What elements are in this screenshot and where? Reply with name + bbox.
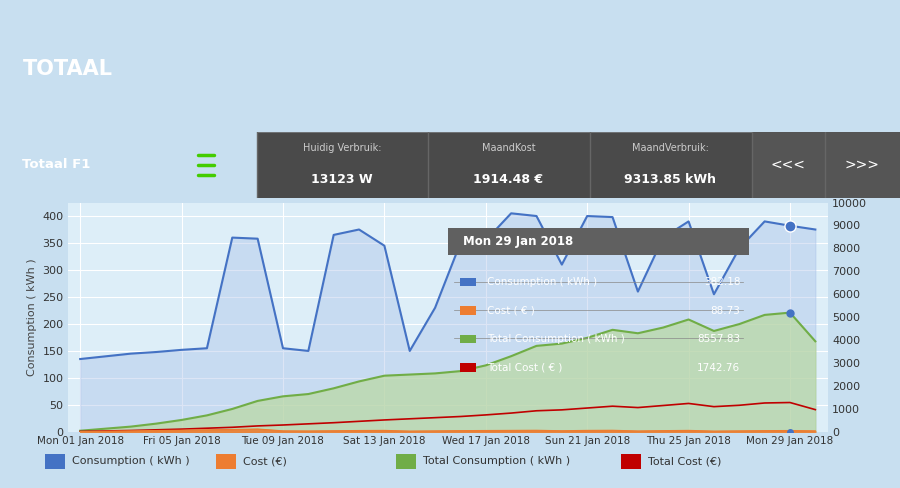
- Text: MaandKost: MaandKost: [482, 143, 536, 153]
- Text: 8557.83: 8557.83: [698, 334, 740, 344]
- Text: Total Consumption ( kWh ): Total Consumption ( kWh ): [423, 456, 570, 467]
- Text: <<<: <<<: [771, 158, 806, 172]
- Bar: [256, 132, 428, 198]
- Bar: [460, 306, 476, 315]
- Text: Consumption ( kWh ): Consumption ( kWh ): [72, 456, 190, 467]
- Bar: [460, 364, 476, 372]
- Text: Mon 29 Jan 2018: Mon 29 Jan 2018: [463, 235, 573, 248]
- Text: Totaal F1: Totaal F1: [22, 158, 91, 171]
- Bar: [460, 335, 476, 344]
- Text: TOTAAL: TOTAAL: [23, 59, 113, 79]
- Text: 9313.85 kWh: 9313.85 kWh: [625, 173, 716, 186]
- Bar: [752, 132, 825, 198]
- Text: Total Cost ( € ): Total Cost ( € ): [487, 363, 562, 372]
- Text: Cost (€): Cost (€): [243, 456, 287, 467]
- Bar: [428, 132, 590, 198]
- Text: Huidig Verbruik:: Huidig Verbruik:: [302, 143, 382, 153]
- Bar: [396, 454, 416, 468]
- Text: MaandVerbruik:: MaandVerbruik:: [632, 143, 709, 153]
- Text: Cost ( € ): Cost ( € ): [487, 305, 535, 316]
- Text: Total Cost (€): Total Cost (€): [648, 456, 722, 467]
- Bar: [45, 454, 65, 468]
- Text: 13123 W: 13123 W: [311, 173, 373, 186]
- Bar: [216, 454, 236, 468]
- Text: 1914.48 €: 1914.48 €: [473, 173, 544, 186]
- Text: 1742.76: 1742.76: [698, 363, 740, 372]
- Text: 88.73: 88.73: [710, 305, 740, 316]
- Text: 382.18: 382.18: [704, 277, 740, 287]
- Text: Consumption ( kWh ): Consumption ( kWh ): [487, 277, 597, 287]
- Y-axis label: Consumption ( kWh ): Consumption ( kWh ): [27, 258, 37, 376]
- Bar: [460, 278, 476, 286]
- Text: Total Consumption ( kWh ): Total Consumption ( kWh ): [487, 334, 625, 344]
- Bar: [448, 228, 749, 255]
- Text: >>>: >>>: [845, 158, 879, 172]
- Bar: [590, 132, 752, 198]
- Bar: [621, 454, 641, 468]
- Bar: [825, 132, 900, 198]
